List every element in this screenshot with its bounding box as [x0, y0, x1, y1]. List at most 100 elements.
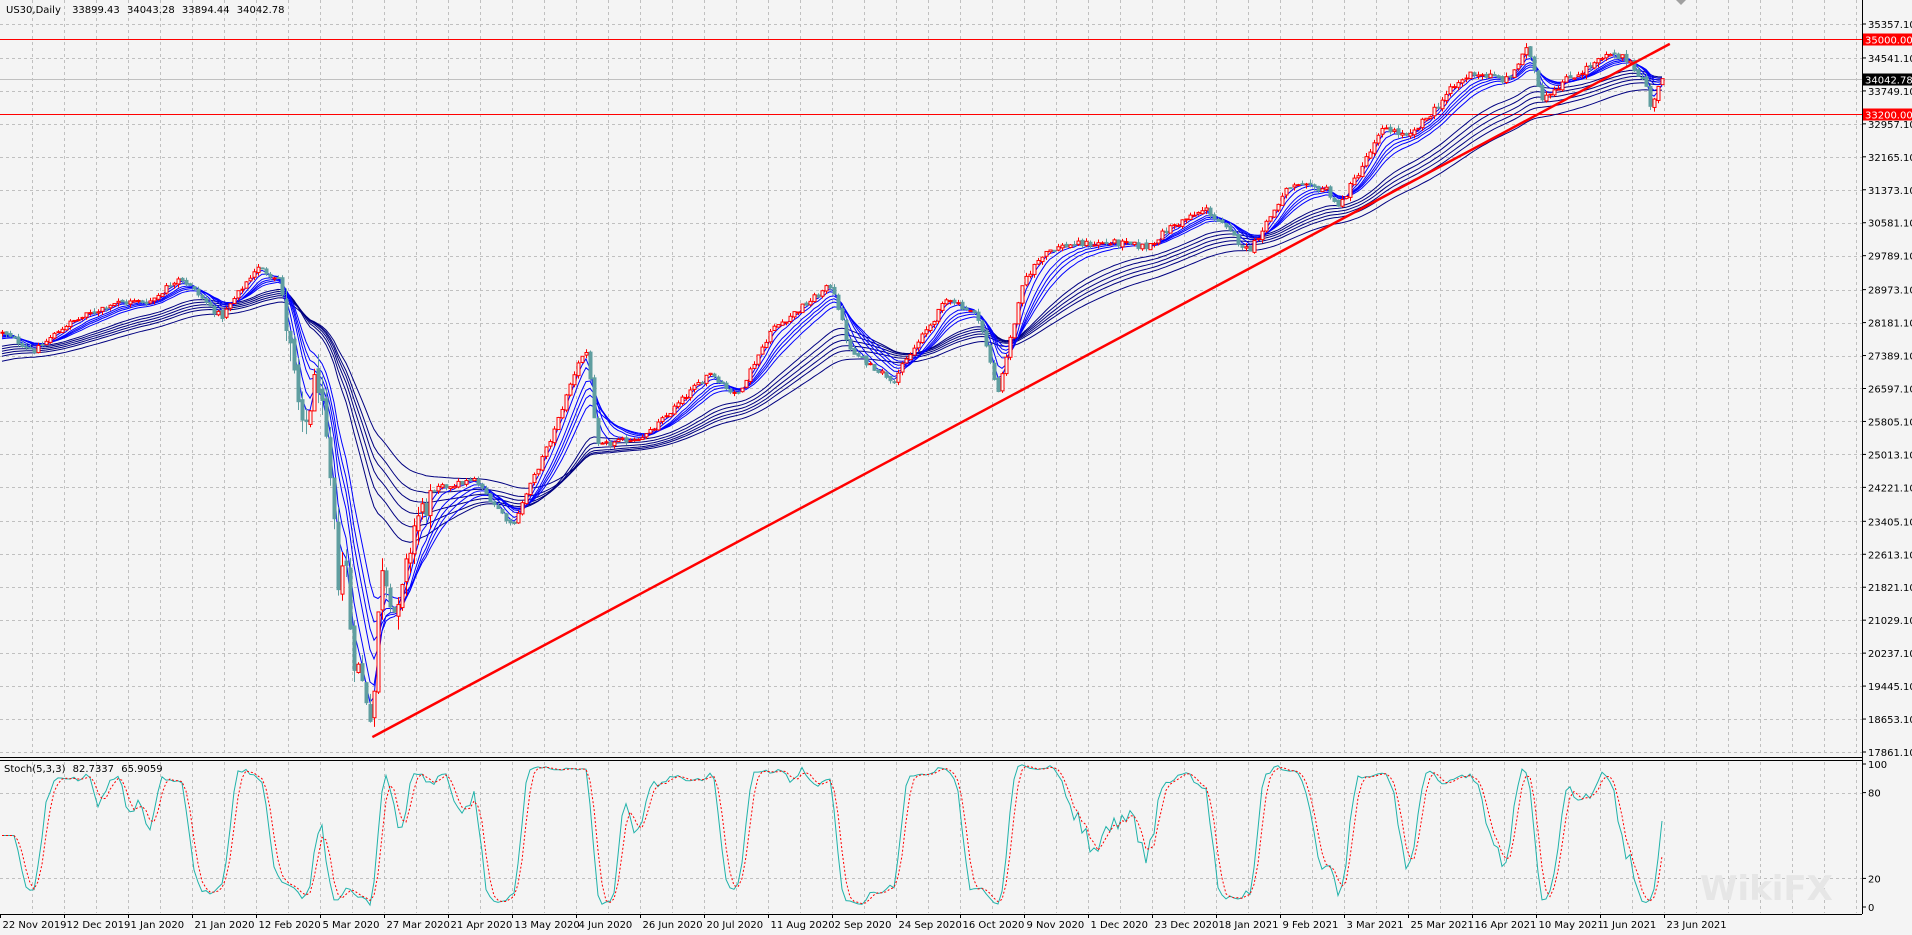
candle	[988, 343, 993, 365]
ema-line-12	[1, 60, 1663, 623]
candle-body	[120, 299, 125, 303]
candle-body	[100, 306, 105, 312]
candle	[1184, 218, 1189, 224]
time-axis[interactable]: 22 Nov 2019 12 Dec 2019 1 Jan 2020 21 Jan 2…	[0, 914, 1727, 931]
candle	[1388, 124, 1393, 135]
candle	[1024, 272, 1029, 287]
candle-body	[304, 419, 309, 423]
candle	[244, 281, 249, 289]
candle-body	[872, 364, 877, 371]
candle-body	[752, 363, 757, 369]
level-label-background	[1863, 108, 1912, 121]
candle-body	[948, 300, 953, 303]
candle-body	[468, 479, 473, 482]
candle-body	[264, 268, 269, 275]
candle-body	[20, 343, 25, 347]
candle	[348, 557, 353, 630]
candle	[884, 371, 889, 380]
candle-body	[428, 490, 433, 517]
candle	[448, 486, 453, 492]
candle	[1316, 185, 1321, 193]
candle-body	[136, 299, 141, 302]
candle-body	[1536, 70, 1541, 87]
candle-body	[1300, 183, 1305, 186]
candle	[160, 293, 165, 297]
candle	[384, 567, 389, 598]
candle-body	[1032, 263, 1037, 275]
candle	[76, 317, 81, 322]
candle-body	[1372, 142, 1377, 154]
candle	[1396, 125, 1401, 138]
candle	[1076, 237, 1081, 247]
candle-body	[204, 298, 209, 303]
candle	[1108, 241, 1113, 246]
candle	[836, 293, 841, 311]
candle-body	[840, 308, 845, 321]
candle-body	[728, 388, 733, 393]
candle	[756, 354, 761, 367]
candle	[1140, 243, 1145, 251]
ema-line-30	[1, 69, 1663, 543]
candle-body	[444, 484, 449, 489]
candle-body	[964, 307, 969, 311]
candle	[108, 304, 113, 311]
candle-body	[852, 348, 857, 355]
candle	[1580, 70, 1585, 79]
candle-body	[968, 310, 973, 313]
candle-body	[716, 376, 721, 383]
candle-body	[1100, 242, 1105, 245]
candle-body	[1084, 240, 1089, 247]
candle	[724, 381, 729, 391]
chart-shift-marker-icon[interactable]	[1676, 0, 1686, 5]
candle	[404, 553, 409, 597]
candle	[784, 321, 789, 326]
candle-body	[360, 663, 365, 682]
candle	[736, 391, 741, 395]
candle-body	[944, 299, 949, 305]
horizontal-lines[interactable]	[0, 39, 1862, 115]
price-axis[interactable]: 35357.10 34541.10 33749.10 32957.10 32165.10…	[1862, 20, 1912, 759]
candle-body	[916, 341, 921, 349]
candle-body	[1156, 239, 1161, 244]
candle	[1148, 243, 1153, 251]
price-tick-label: 28181.10	[1868, 319, 1912, 330]
candle	[532, 472, 537, 486]
candle-body	[1216, 218, 1221, 222]
candle-body	[1568, 75, 1573, 79]
candle-body	[1188, 214, 1193, 220]
candle-body	[844, 319, 849, 341]
candle-body	[904, 358, 909, 364]
candle	[1136, 239, 1141, 251]
candle	[112, 303, 117, 307]
candle	[1608, 53, 1613, 57]
candle	[456, 478, 461, 489]
candle	[928, 323, 933, 333]
candle	[748, 366, 753, 385]
trendline[interactable]	[371, 42, 1671, 739]
candle-body	[700, 382, 705, 385]
candle	[1384, 124, 1389, 130]
candle	[1304, 182, 1309, 189]
candle	[940, 301, 945, 313]
candle	[1336, 199, 1341, 207]
candlesticks	[0, 43, 1665, 727]
candle	[360, 654, 365, 682]
candle	[904, 356, 909, 364]
candle-body	[0, 331, 5, 334]
candle-body	[1304, 183, 1309, 186]
candle	[1400, 130, 1405, 139]
candle	[444, 484, 449, 491]
candle	[1280, 192, 1285, 206]
candle	[504, 512, 509, 524]
candle-body	[612, 441, 617, 447]
candle-body	[900, 363, 905, 373]
candle	[68, 319, 73, 330]
candle	[464, 478, 469, 487]
trendline-group[interactable]	[371, 42, 1671, 739]
price-line-labels: 35000.00 33200.00 34042.78	[1863, 33, 1912, 122]
candle	[740, 387, 745, 393]
candle-body	[348, 567, 353, 630]
candle-body	[504, 513, 509, 522]
candle	[1092, 241, 1097, 247]
